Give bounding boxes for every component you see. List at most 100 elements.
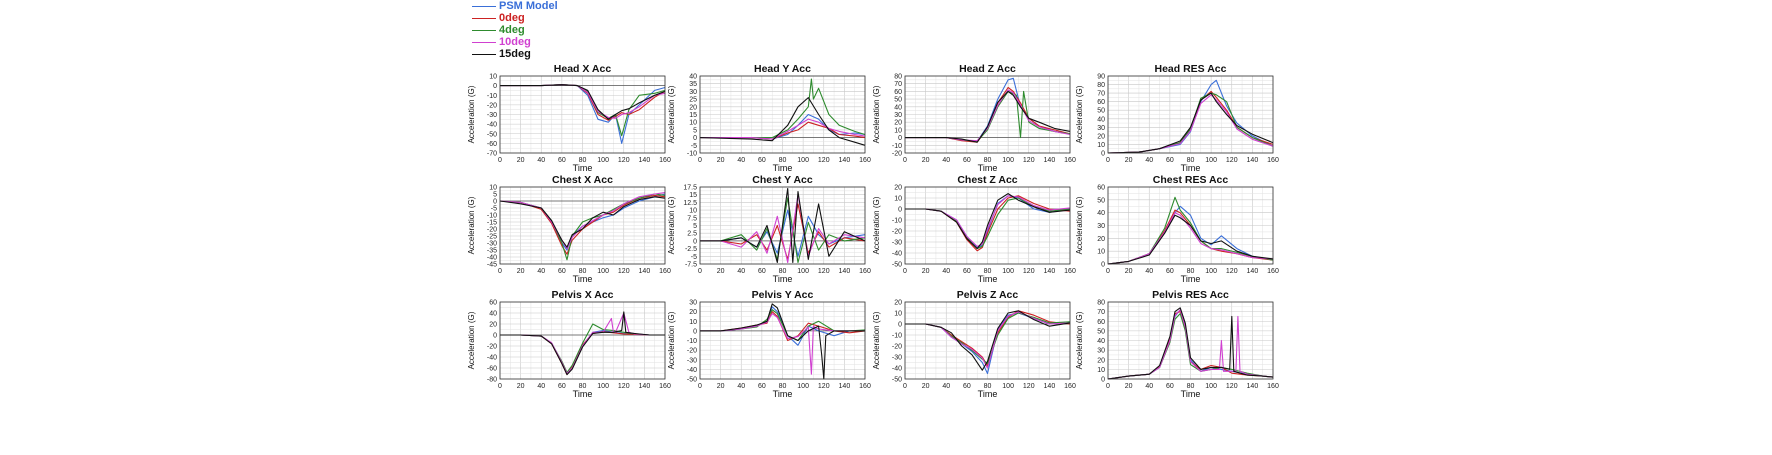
- y-tick-label: -40: [892, 366, 902, 373]
- plot-frame: [499, 186, 666, 265]
- series-line-0deg: [905, 86, 1071, 143]
- series-line-15deg: [500, 311, 665, 376]
- plot-frame: [1107, 186, 1274, 265]
- y-tick-label: 0: [693, 135, 697, 142]
- subplot-chest-x-acc: 0 20 40 60 80 100 120 140 160-45-40-35-30-25-20-…: [467, 174, 671, 284]
- x-tick-label: 120: [818, 268, 830, 275]
- series-line-15deg: [905, 193, 1071, 250]
- y-tick-label: -20: [892, 344, 902, 351]
- subplot-title: Head Z Acc: [959, 63, 1016, 75]
- x-tick-label: 60: [558, 268, 566, 275]
- x-tick-label: 160: [1064, 268, 1076, 275]
- x-tick-label: 120: [1226, 383, 1238, 390]
- x-tick-label: 160: [1064, 157, 1076, 164]
- legend-item-15deg: 15deg: [472, 48, 531, 60]
- series-line-15deg: [905, 90, 1071, 143]
- x-tick-label: 100: [1205, 383, 1217, 390]
- y-tick-label: -50: [892, 262, 902, 269]
- x-tick-label: 160: [1267, 268, 1279, 275]
- y-tick-label: 10: [489, 74, 497, 81]
- x-tick-label: 60: [558, 157, 566, 164]
- series-line-15deg: [1107, 307, 1274, 380]
- x-tick-label: 120: [1023, 383, 1035, 390]
- y-tick-label: 40: [894, 104, 902, 111]
- x-axis-label: Time: [773, 163, 793, 173]
- y-tick-label: 40: [1097, 210, 1105, 217]
- y-tick-label: -10: [892, 143, 902, 150]
- y-tick-label: -30: [687, 357, 697, 364]
- y-tick-label: 20: [689, 104, 697, 111]
- x-tick-label: 80: [984, 383, 992, 390]
- y-tick-label: 40: [489, 311, 497, 318]
- x-tick-label: 40: [1145, 157, 1153, 164]
- legend-label-0deg: 0deg: [499, 12, 525, 24]
- x-tick-label: 80: [579, 268, 587, 275]
- x-tick-label: 40: [537, 157, 545, 164]
- y-tick-label: 30: [1097, 125, 1105, 132]
- x-tick-label: 120: [1023, 268, 1035, 275]
- x-tick-label: 20: [717, 268, 725, 275]
- y-tick-label: 0: [1101, 262, 1105, 269]
- y-tick-label: 70: [1097, 309, 1105, 316]
- x-tick-label: 100: [797, 268, 809, 275]
- x-tick-label: 160: [1267, 383, 1279, 390]
- y-axis-label: Acceleration (G): [1075, 311, 1084, 369]
- legend-item-4deg: 4deg: [472, 24, 525, 36]
- x-tick-label: 40: [1145, 268, 1153, 275]
- series-line-15deg: [1107, 92, 1274, 154]
- x-tick-label: 140: [1247, 383, 1259, 390]
- y-axis-label: Acceleration (G): [872, 196, 881, 254]
- x-tick-label: 60: [963, 268, 971, 275]
- x-tick-label: 20: [517, 383, 525, 390]
- y-tick-label: -60: [487, 366, 497, 373]
- series-line-15deg: [699, 97, 866, 146]
- y-tick-label: 50: [1097, 328, 1105, 335]
- series-line-4deg: [700, 197, 866, 264]
- y-tick-label: 17.5: [683, 185, 697, 192]
- y-tick-label: -20: [892, 151, 902, 158]
- subplot-title: Pelvis X Acc: [551, 289, 613, 301]
- y-tick-label: 30: [1097, 348, 1105, 355]
- y-tick-label: 5: [493, 192, 497, 199]
- y-tick-label: 10: [1097, 367, 1105, 374]
- x-tick-label: 120: [818, 383, 830, 390]
- x-tick-label: 60: [963, 383, 971, 390]
- y-tick-label: 30: [1097, 223, 1105, 230]
- subplot-pelvis-res-acc: 0 20 40 60 80 100 120 140 160 0 10 20 30 40 50 60 70 80 Pe…: [1075, 289, 1279, 399]
- x-tick-label: 120: [1226, 157, 1238, 164]
- y-tick-label: -60: [487, 141, 497, 148]
- plot-frame: [904, 75, 1071, 154]
- y-tick-label: -5: [691, 254, 697, 261]
- legend-label-psm-model: PSM Model: [499, 0, 558, 12]
- x-tick-label: 140: [839, 383, 851, 390]
- y-tick-label: 10: [1097, 142, 1105, 149]
- legend-item-10deg: 10deg: [472, 36, 531, 48]
- y-tick-label: 0: [898, 322, 902, 329]
- y-tick-label: -20: [487, 102, 497, 109]
- x-tick-label: 100: [1002, 268, 1014, 275]
- x-tick-label: 60: [963, 157, 971, 164]
- y-tick-label: 10: [1097, 249, 1105, 256]
- y-tick-label: -20: [892, 229, 902, 236]
- series-line-10deg: [905, 311, 1071, 369]
- y-tick-label: -10: [487, 93, 497, 100]
- y-tick-label: 2.5: [687, 231, 697, 238]
- legend-label-15deg: 15deg: [499, 48, 531, 60]
- y-tick-label: -5: [691, 143, 697, 150]
- x-tick-label: 40: [537, 383, 545, 390]
- x-tick-label: 80: [779, 383, 787, 390]
- x-tick-label: 140: [639, 383, 651, 390]
- y-tick-label: 0: [898, 207, 902, 214]
- x-tick-label: 140: [639, 268, 651, 275]
- y-tick-label: -10: [487, 213, 497, 220]
- y-tick-label: 20: [489, 322, 497, 329]
- x-tick-label: 140: [839, 157, 851, 164]
- x-tick-label: 20: [517, 157, 525, 164]
- x-tick-label: 100: [597, 268, 609, 275]
- y-tick-label: 60: [489, 300, 497, 307]
- y-tick-label: 25: [689, 97, 697, 104]
- y-axis-label: Acceleration (G): [467, 196, 476, 254]
- legend-label-10deg: 10deg: [499, 36, 531, 48]
- y-tick-label: 7.5: [687, 215, 697, 222]
- x-tick-label: 20: [1125, 157, 1133, 164]
